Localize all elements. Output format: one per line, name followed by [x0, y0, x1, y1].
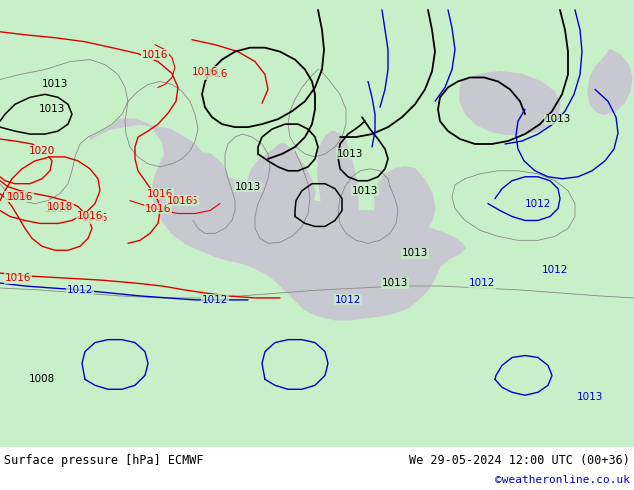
Text: 1016: 1016 — [145, 203, 171, 214]
Text: 1016: 1016 — [77, 212, 103, 221]
Text: 1012: 1012 — [67, 285, 93, 295]
Text: 1013: 1013 — [42, 79, 68, 89]
Text: 1008: 1008 — [29, 374, 55, 384]
Polygon shape — [180, 153, 228, 200]
Text: 1012: 1012 — [469, 278, 495, 288]
Text: 1013: 1013 — [235, 182, 261, 192]
Polygon shape — [248, 144, 315, 226]
Text: 1016: 1016 — [172, 196, 198, 206]
Text: 1016: 1016 — [142, 49, 168, 60]
Polygon shape — [318, 131, 358, 250]
Text: 1020: 1020 — [29, 146, 55, 156]
Text: 1018: 1018 — [47, 201, 73, 212]
Text: 1016: 1016 — [142, 49, 168, 60]
Text: 1012: 1012 — [525, 198, 551, 209]
Text: 1016: 1016 — [192, 67, 218, 76]
Polygon shape — [90, 119, 465, 320]
Text: 1016: 1016 — [5, 273, 31, 283]
Text: 1012: 1012 — [542, 265, 568, 275]
Text: 1016: 1016 — [7, 192, 33, 201]
Text: 1016: 1016 — [147, 189, 173, 198]
Text: 1012: 1012 — [202, 295, 228, 305]
Text: 1013: 1013 — [352, 186, 378, 196]
Text: We 29-05-2024 12:00 UTC (00+36): We 29-05-2024 12:00 UTC (00+36) — [409, 454, 630, 467]
Text: 1012: 1012 — [335, 295, 361, 305]
Text: 1016: 1016 — [167, 196, 193, 206]
Text: 1013: 1013 — [545, 114, 571, 124]
Text: 1016: 1016 — [202, 70, 228, 79]
Polygon shape — [0, 0, 128, 203]
Text: 1013: 1013 — [39, 104, 65, 114]
Text: 1020: 1020 — [29, 146, 55, 156]
Text: 1013: 1013 — [402, 248, 428, 258]
Text: 1018: 1018 — [45, 203, 71, 214]
Text: 1016: 1016 — [5, 192, 31, 201]
Polygon shape — [588, 49, 632, 114]
Text: 1013: 1013 — [337, 149, 363, 159]
Polygon shape — [375, 167, 435, 238]
Text: Surface pressure [hPa] ECMWF: Surface pressure [hPa] ECMWF — [4, 454, 204, 467]
Polygon shape — [460, 72, 560, 134]
Text: 1013: 1013 — [577, 392, 603, 402]
Polygon shape — [0, 0, 634, 447]
Text: ©weatheronline.co.uk: ©weatheronline.co.uk — [495, 475, 630, 485]
Text: 1016: 1016 — [82, 214, 108, 223]
Text: 1013: 1013 — [382, 278, 408, 288]
